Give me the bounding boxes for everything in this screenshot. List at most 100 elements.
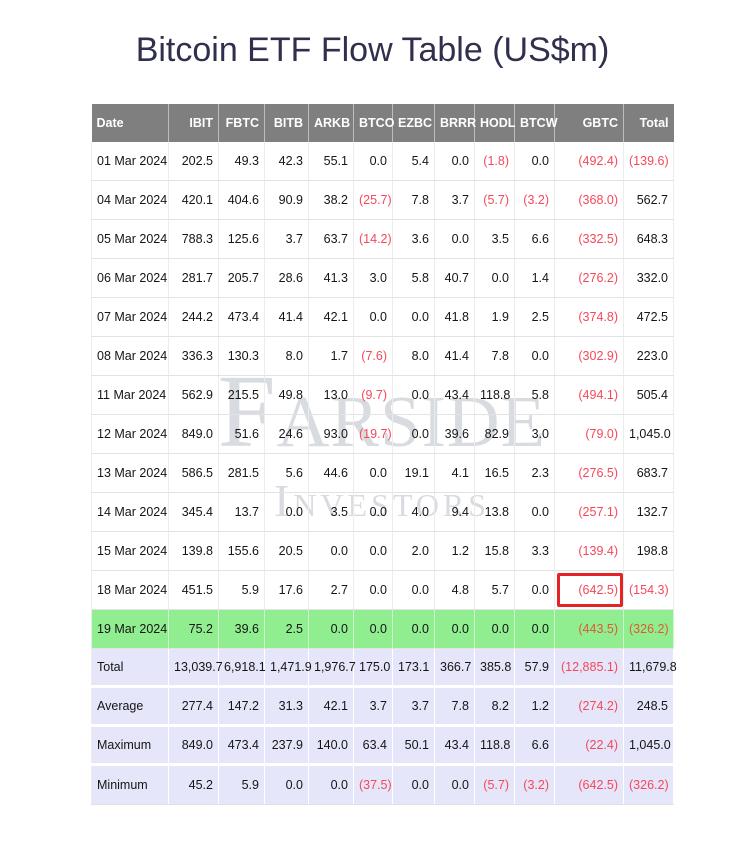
table-row: 15 Mar 2024 139.8 155.6 20.5 0.0 0.0 2.0 1.2 15.… <box>91 531 674 571</box>
value-cell-total: 648.3 <box>623 219 674 259</box>
value-cell-total: (326.2) <box>623 764 674 805</box>
value-cell-total: 1,045.0 <box>623 414 674 454</box>
header-cell-fbtc: FBTC <box>218 104 265 142</box>
value-cell-gbtc: (642.5) <box>554 764 624 805</box>
value-cell-brrr: 43.4 <box>434 725 475 766</box>
value-cell-btcw: 0.0 <box>514 142 555 181</box>
value-cell-ezbc: 0.0 <box>392 764 435 805</box>
value-cell-btco: (9.7) <box>353 375 393 415</box>
value-cell-btco: 3.0 <box>353 258 393 298</box>
value-cell-bitb: 49.8 <box>264 375 309 415</box>
value-cell-arkb: 0.0 <box>308 531 354 571</box>
value-cell-hodl: 8.2 <box>474 686 515 727</box>
value-cell-gbtc: (276.5) <box>554 453 624 493</box>
value-cell-total: 223.0 <box>623 336 674 376</box>
value-cell-hodl: 3.5 <box>474 219 515 259</box>
value-cell-ezbc: 0.0 <box>392 609 435 649</box>
page: Bitcoin ETF Flow Table (US$m) Farside In… <box>0 30 745 805</box>
header-cell-arkb: ARKB <box>308 104 354 142</box>
value-cell-arkb: 1,976.7 <box>308 648 356 688</box>
value-cell-ibit: 202.5 <box>168 142 219 181</box>
value-cell-btcw: 0.0 <box>514 609 555 649</box>
value-cell-gbtc: (302.9) <box>554 336 624 376</box>
value-cell-arkb: 1.7 <box>308 336 354 376</box>
value-cell-brrr: 4.1 <box>434 453 475 493</box>
header-cell-date: Date <box>91 104 169 142</box>
value-cell-bitb: 237.9 <box>264 725 309 766</box>
value-cell-ezbc: 2.0 <box>392 531 435 571</box>
value-cell-arkb: 3.5 <box>308 492 354 532</box>
value-cell-fbtc: 6,918.1 <box>218 648 266 688</box>
value-cell-ezbc: 0.0 <box>392 375 435 415</box>
header-cell-hodl: HODL <box>474 104 515 142</box>
value-cell-arkb: 55.1 <box>308 142 354 181</box>
value-cell-fbtc: 147.2 <box>218 686 265 727</box>
value-cell-total: 505.4 <box>623 375 674 415</box>
value-cell-hodl: 16.5 <box>474 453 515 493</box>
value-cell-brrr: 3.7 <box>434 180 475 220</box>
value-cell-ezbc: 0.0 <box>392 297 435 337</box>
value-cell-btcw: 0.0 <box>514 570 555 610</box>
value-cell-brrr: 7.8 <box>434 686 475 727</box>
summary-label-cell: Maximum <box>91 725 169 766</box>
value-cell-brrr: 0.0 <box>434 764 475 805</box>
value-cell-brrr: 366.7 <box>434 648 475 688</box>
table-area: Farside Investors Date IBIT FBTC BITB ARKB BT… <box>91 104 677 805</box>
value-cell-bitb: 31.3 <box>264 686 309 727</box>
table-row: 04 Mar 2024 420.1 404.6 90.9 38.2 (25.7) 7.8 3.… <box>91 180 674 220</box>
value-cell-ibit: 244.2 <box>168 297 219 337</box>
value-cell-ezbc: 0.0 <box>392 414 435 454</box>
value-cell-fbtc: 5.9 <box>218 764 265 805</box>
value-cell-btco: (25.7) <box>353 180 393 220</box>
value-cell-btco: 3.7 <box>353 686 393 727</box>
value-cell-bitb: 17.6 <box>264 570 309 610</box>
value-cell-total: 472.5 <box>623 297 674 337</box>
date-cell: 07 Mar 2024 <box>91 297 169 337</box>
summary-label-cell: Minimum <box>91 764 169 805</box>
value-cell-btco: 0.0 <box>353 570 393 610</box>
value-cell-ibit: 13,039.7 <box>168 648 223 688</box>
value-cell-btco: 0.0 <box>353 142 393 181</box>
value-cell-fbtc: 49.3 <box>218 142 265 181</box>
table-row: 18 Mar 2024 451.5 5.9 17.6 2.7 0.0 0.0 4.8 5.7 0.… <box>91 570 674 610</box>
value-cell-brrr: 39.6 <box>434 414 475 454</box>
value-cell-btco: 0.0 <box>353 492 393 532</box>
value-cell-brrr: 0.0 <box>434 609 475 649</box>
value-cell-arkb: 2.7 <box>308 570 354 610</box>
table-row: 12 Mar 2024 849.0 51.6 24.6 93.0 (19.7) 0.0 39.… <box>91 414 674 454</box>
value-cell-fbtc: 473.4 <box>218 725 265 766</box>
value-cell-total: 562.7 <box>623 180 674 220</box>
table-row: 13 Mar 2024 586.5 281.5 5.6 44.6 0.0 19.1 4.1 16… <box>91 453 674 493</box>
table-row: 14 Mar 2024 345.4 13.7 0.0 3.5 0.0 4.0 9.4 13.8 0… <box>91 492 674 532</box>
value-cell-bitb: 0.0 <box>264 492 309 532</box>
value-cell-total: 248.5 <box>623 686 674 727</box>
value-cell-ibit: 281.7 <box>168 258 219 298</box>
value-cell-brrr: 0.0 <box>434 142 475 181</box>
value-cell-btco: (7.6) <box>353 336 393 376</box>
page-title: Bitcoin ETF Flow Table (US$m) <box>135 31 610 69</box>
value-cell-ibit: 345.4 <box>168 492 219 532</box>
value-cell-btco: 0.0 <box>353 453 393 493</box>
date-cell: 14 Mar 2024 <box>91 492 169 532</box>
value-cell-gbtc: (12,885.1) <box>554 648 624 688</box>
value-cell-btcw: 6.6 <box>514 725 555 766</box>
value-cell-btcw: 5.8 <box>514 375 555 415</box>
table-summary: Total 13,039.7 6,918.1 1,471.9 1,976.7 175.0 1… <box>91 648 677 805</box>
value-cell-fbtc: 205.7 <box>218 258 265 298</box>
date-cell: 15 Mar 2024 <box>91 531 169 571</box>
value-cell-hodl: 118.8 <box>474 375 515 415</box>
value-cell-ibit: 562.9 <box>168 375 219 415</box>
header-cell-bitb: BITB <box>264 104 309 142</box>
value-cell-total: 198.8 <box>623 531 674 571</box>
value-cell-fbtc: 125.6 <box>218 219 265 259</box>
value-cell-hodl: (5.7) <box>474 764 515 805</box>
date-cell: 06 Mar 2024 <box>91 258 169 298</box>
value-cell-btcw: 1.2 <box>514 686 555 727</box>
value-cell-brrr: 40.7 <box>434 258 475 298</box>
table-row: 06 Mar 2024 281.7 205.7 28.6 41.3 3.0 5.8 40.7 0… <box>91 258 674 298</box>
value-cell-brrr: 0.0 <box>434 219 475 259</box>
value-cell-arkb: 42.1 <box>308 297 354 337</box>
value-cell-gbtc: (368.0) <box>554 180 624 220</box>
value-cell-fbtc: 404.6 <box>218 180 265 220</box>
value-cell-gbtc: (139.4) <box>554 531 624 571</box>
